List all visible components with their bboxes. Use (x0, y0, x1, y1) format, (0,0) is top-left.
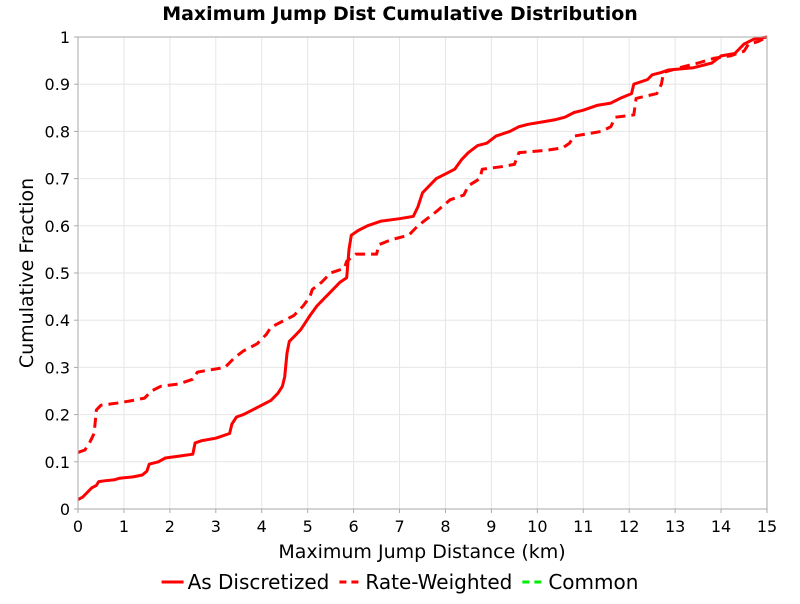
y-tick-label: 0.6 (45, 217, 70, 236)
x-tick-label: 6 (349, 517, 359, 536)
x-axis-ticks: 0 1 2 3 4 5 6 7 8 9 10 11 12 13 14 15 (73, 509, 777, 536)
chart-title: Maximum Jump Dist Cumulative Distributio… (162, 3, 638, 25)
x-tick-label: 9 (486, 517, 496, 536)
x-tick-label: 5 (303, 517, 313, 536)
x-tick-label: 4 (257, 517, 267, 536)
x-axis-label: Maximum Jump Distance (km) (278, 541, 565, 563)
x-tick-label: 13 (665, 517, 685, 536)
x-tick-label: 0 (73, 517, 83, 536)
legend-label: Rate-Weighted (365, 570, 512, 594)
gridlines (77, 36, 768, 510)
x-tick-label: 15 (757, 517, 777, 536)
x-tick-label: 2 (165, 517, 175, 536)
x-tick-label: 10 (527, 517, 547, 536)
x-tick-label: 8 (440, 517, 450, 536)
series-line-rate-weighted (77, 35, 768, 454)
y-tick-label: 0.4 (45, 311, 70, 330)
legend: As Discretized Rate-Weighted Common (161, 570, 638, 594)
series-line-as-discretized (77, 35, 768, 501)
x-tick-label: 14 (711, 517, 731, 536)
series-lines (77, 35, 768, 501)
y-tick-label: 0.7 (45, 170, 70, 189)
y-tick-label: 1 (60, 28, 70, 47)
y-axis-label: Cumulative Fraction (16, 178, 38, 368)
y-tick-label: 0 (60, 500, 70, 519)
y-axis-ticks: 0 0.1 0.2 0.3 0.4 0.5 0.6 0.7 0.8 0.9 1 (45, 28, 78, 519)
y-tick-label: 0.2 (45, 406, 70, 425)
y-tick-label: 0.8 (45, 122, 70, 141)
x-tick-label: 3 (211, 517, 221, 536)
x-tick-label: 11 (573, 517, 593, 536)
y-tick-label: 0.5 (45, 264, 70, 283)
y-tick-label: 0.1 (45, 453, 70, 472)
legend-label: Common (548, 570, 638, 594)
y-tick-label: 0.3 (45, 358, 70, 377)
x-tick-label: 1 (119, 517, 129, 536)
legend-label: As Discretized (188, 570, 330, 594)
y-tick-label: 0.9 (45, 75, 70, 94)
x-tick-label: 7 (394, 517, 404, 536)
x-tick-label: 12 (619, 517, 639, 536)
